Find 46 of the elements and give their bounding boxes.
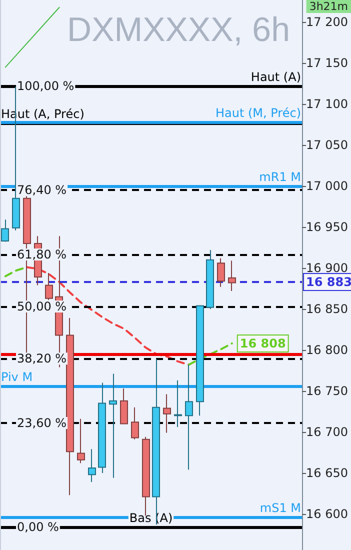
candlestick <box>1 219 9 242</box>
y-tick-label: 16 700 <box>306 424 348 439</box>
candlestick <box>131 406 139 440</box>
ref-line-label: 16 883 <box>306 274 351 289</box>
y-tick-label: 17 000 <box>306 179 348 194</box>
y-tick-label: 17 150 <box>306 56 348 70</box>
y-tick-label: 16 900 <box>306 261 348 276</box>
candlestick <box>77 418 85 464</box>
candlestick <box>206 250 214 310</box>
candlestick <box>174 380 182 428</box>
y2-tick-label: 100,00 % <box>17 79 74 94</box>
candlestick <box>217 258 225 288</box>
candlestick <box>98 382 106 474</box>
y-tick-label: 16 850 <box>306 302 348 316</box>
y-tick-label: 16 600 <box>306 506 348 521</box>
ref-line-label: Haut (A) <box>250 70 302 84</box>
chart-title: DXMXXXX, 6h <box>67 11 290 49</box>
data-label: 16 808 <box>240 336 286 350</box>
ref-line-label: Haut (M, Préc) <box>215 106 302 120</box>
candlestick <box>196 305 204 416</box>
text: 3h21m <box>309 0 348 13</box>
candlestick <box>163 394 171 434</box>
ref-line-label: mR1 M <box>259 170 302 184</box>
line-series <box>188 342 233 366</box>
y-tick-label: 16 750 <box>306 384 348 398</box>
y2-tick-label: 0,00 % <box>17 520 59 534</box>
ref-line-label: mS1 M <box>260 501 302 516</box>
y-tick-label: 16 800 <box>306 343 348 357</box>
candlestick <box>120 388 128 424</box>
y-tick-label: 17 050 <box>306 138 348 152</box>
candlestick <box>228 260 236 292</box>
y-tick-label: 17 200 <box>306 15 348 30</box>
y-tick-label: 16 950 <box>306 220 348 234</box>
candlestick <box>109 373 117 478</box>
y2-tick-label: 61,80 % <box>17 247 67 262</box>
ref-line-label: Piv M <box>1 370 33 384</box>
candlestick <box>45 272 53 300</box>
y2-tick-label: 50,00 % <box>17 300 67 314</box>
y-tick-label: 17 100 <box>306 97 348 112</box>
y2-tick-label: 23,60 % <box>17 416 67 430</box>
candlestick <box>88 448 96 482</box>
y-tick-label: 16 650 <box>306 466 348 480</box>
candlestick <box>185 364 193 470</box>
y2-tick-label: 38,20 % <box>17 352 67 366</box>
y2-tick-label: 76,40 % <box>17 183 67 198</box>
candlestick <box>66 318 74 496</box>
